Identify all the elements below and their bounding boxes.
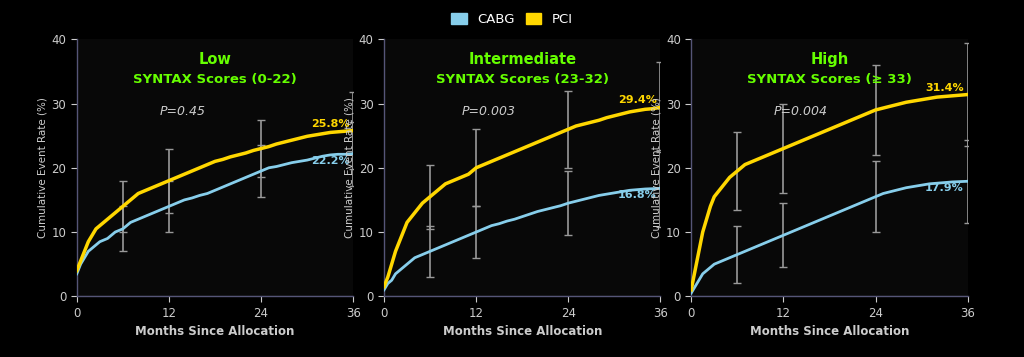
Text: 31.4%: 31.4% — [926, 82, 964, 92]
Text: P=0.004: P=0.004 — [774, 105, 828, 118]
Legend: CABG, PCI: CABG, PCI — [449, 10, 575, 29]
Text: SYNTAX Scores (≥ 33): SYNTAX Scores (≥ 33) — [746, 73, 912, 86]
Y-axis label: Cumulative Event Rate (%): Cumulative Event Rate (%) — [37, 97, 47, 238]
Text: 22.2%: 22.2% — [311, 156, 349, 166]
Text: P=0.003: P=0.003 — [462, 105, 515, 118]
Text: SYNTAX Scores (0-22): SYNTAX Scores (0-22) — [133, 73, 297, 86]
X-axis label: Months Since Allocation: Months Since Allocation — [135, 325, 295, 338]
Y-axis label: Cumulative Event Rate (%): Cumulative Event Rate (%) — [344, 97, 354, 238]
Text: 25.8%: 25.8% — [311, 119, 349, 129]
X-axis label: Months Since Allocation: Months Since Allocation — [750, 325, 909, 338]
Text: 29.4%: 29.4% — [617, 95, 656, 105]
Text: 17.9%: 17.9% — [925, 183, 964, 193]
Text: Intermediate: Intermediate — [468, 52, 577, 67]
X-axis label: Months Since Allocation: Months Since Allocation — [442, 325, 602, 338]
Text: 16.8%: 16.8% — [617, 190, 656, 200]
Text: P=0.45: P=0.45 — [160, 105, 206, 118]
Text: High: High — [810, 52, 849, 67]
Text: Low: Low — [199, 52, 231, 67]
Text: SYNTAX Scores (23-32): SYNTAX Scores (23-32) — [436, 73, 608, 86]
Y-axis label: Cumulative Event Rate (%): Cumulative Event Rate (%) — [651, 97, 662, 238]
